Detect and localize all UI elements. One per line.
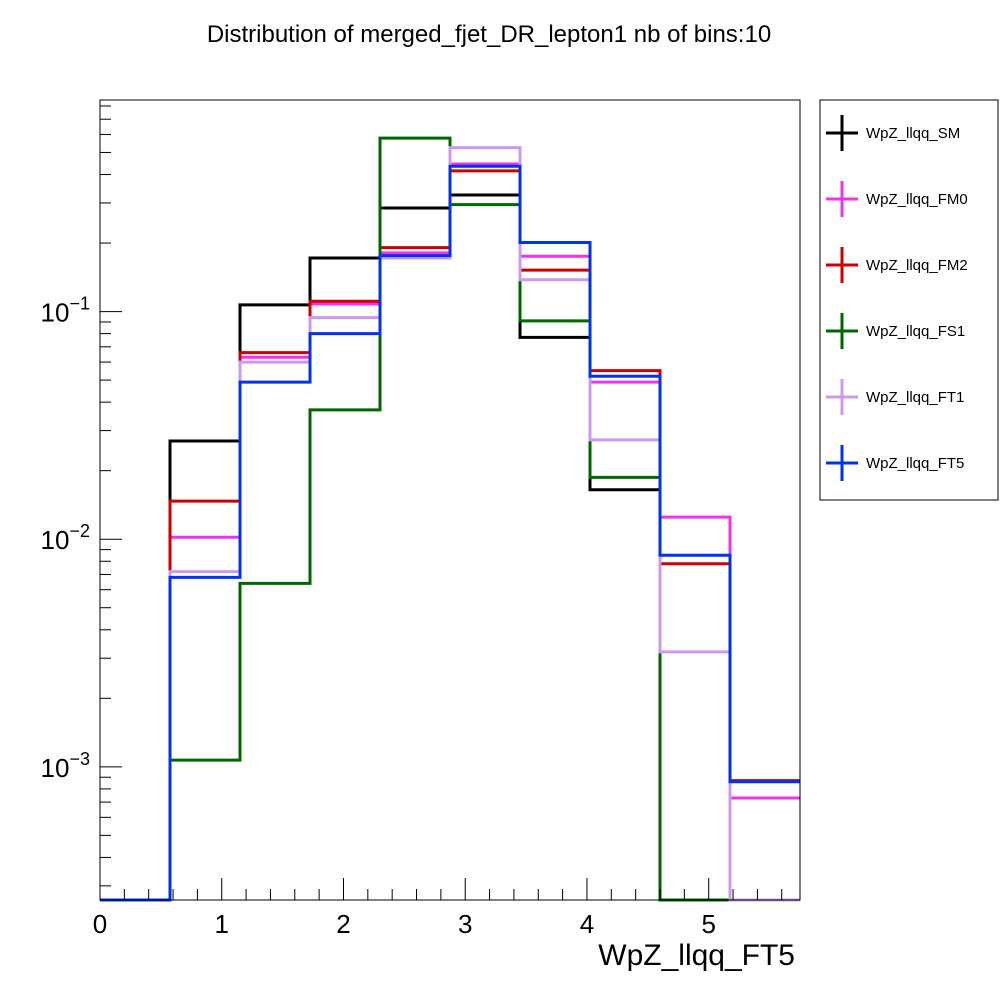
x-tick-label: 5 xyxy=(701,909,715,939)
axes: 0 1 2 3 4 5 10−3 10−2 10−1 xyxy=(41,105,783,939)
legend-label: WpZ_llqq_FT1 xyxy=(866,389,964,406)
legend-label: WpZ_llqq_FM0 xyxy=(866,191,968,208)
series-line-4 xyxy=(100,146,800,902)
series-line-2 xyxy=(100,169,800,902)
series-line-5 xyxy=(100,164,800,902)
series-line-1 xyxy=(100,162,800,902)
x-tick-label: 4 xyxy=(580,909,594,939)
legend: WpZ_llqq_SM WpZ_llqq_FM0 WpZ_llqq_FM2 WpZ_l… xyxy=(819,99,999,501)
y-tick-label: 10−3 xyxy=(41,749,90,783)
legend-box xyxy=(819,99,999,501)
x-tick-label: 3 xyxy=(458,909,472,939)
y-tick-label: 10−1 xyxy=(41,294,90,328)
chart-title: Distribution of merged_fjet_DR_lepton1 n… xyxy=(207,21,771,48)
legend-label: WpZ_llqq_FS1 xyxy=(866,323,965,340)
y-tick-label: 10−2 xyxy=(41,521,90,555)
x-axis-label: WpZ_llqq_FT5 xyxy=(598,939,795,972)
x-tick-label: 1 xyxy=(215,909,229,939)
plot-frame xyxy=(99,99,801,901)
series-line-0 xyxy=(100,193,800,902)
legend-label: WpZ_llqq_FT5 xyxy=(866,455,964,472)
plot-area xyxy=(100,136,800,902)
x-tick-label: 2 xyxy=(336,909,350,939)
x-tick-label: 0 xyxy=(93,909,107,939)
legend-label: WpZ_llqq_FM2 xyxy=(866,257,968,274)
legend-label: WpZ_llqq_SM xyxy=(866,125,960,142)
